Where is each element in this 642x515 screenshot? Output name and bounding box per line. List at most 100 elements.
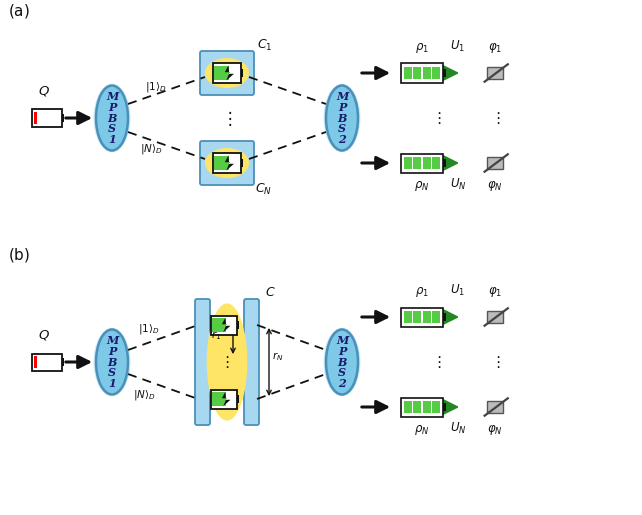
Text: M
P
B
S
2: M P B S 2 [336,335,348,389]
Bar [211,389,237,408]
Bar [213,318,226,332]
FancyBboxPatch shape [200,141,254,185]
Text: $C_N$: $C_N$ [255,182,272,197]
Bar [211,316,237,335]
Text: $C_1$: $C_1$ [257,38,272,53]
Ellipse shape [326,330,358,394]
Text: $Q$: $Q$ [38,84,50,98]
Bar [401,398,443,417]
Text: $r_N$: $r_N$ [272,351,284,364]
Text: $|N\rangle_D$: $|N\rangle_D$ [140,142,162,156]
FancyBboxPatch shape [195,299,210,425]
Text: M
P
B
S
1: M P B S 1 [106,335,118,389]
Bar [432,66,440,79]
Bar [422,66,431,79]
Ellipse shape [94,84,130,152]
Bar [213,153,241,173]
Bar [34,356,37,368]
Text: M
P
B
S
2: M P B S 2 [336,91,348,145]
Ellipse shape [324,328,360,396]
Bar [487,67,503,79]
Bar [401,153,443,173]
Ellipse shape [205,148,249,178]
Text: $|N\rangle_D$: $|N\rangle_D$ [133,387,155,402]
Text: $\varphi_N$: $\varphi_N$ [487,423,503,437]
Text: $\varphi_1$: $\varphi_1$ [488,41,502,55]
Bar [443,313,446,321]
Bar [487,311,503,323]
Ellipse shape [96,330,128,394]
Bar [214,66,229,80]
Ellipse shape [94,328,130,396]
Bar [32,353,62,370]
Bar [241,69,243,77]
Bar [62,358,64,366]
Bar [503,71,505,76]
Polygon shape [222,392,230,406]
Text: M
P
B
S
1: M P B S 1 [106,91,118,145]
Text: $U_N$: $U_N$ [450,421,466,436]
Bar [487,401,503,413]
Bar [413,157,421,169]
Bar [404,311,412,323]
Bar [401,63,443,82]
Text: $\mathrm{(a)}$: $\mathrm{(a)}$ [8,2,30,20]
Text: $\rho_N$: $\rho_N$ [414,423,429,437]
Polygon shape [225,65,234,81]
Bar [413,66,421,79]
Bar [503,160,505,166]
Bar [237,321,239,329]
Bar [487,157,503,169]
Bar [432,401,440,414]
FancyBboxPatch shape [244,299,259,425]
Bar [413,401,421,414]
Bar [503,314,505,320]
Bar [422,311,431,323]
Ellipse shape [205,58,249,88]
Text: $\vdots$: $\vdots$ [431,354,442,370]
Text: $\rho_N$: $\rho_N$ [414,179,429,193]
FancyBboxPatch shape [200,51,254,95]
Bar [237,395,239,403]
Bar [432,311,440,323]
Bar [404,157,412,169]
Text: $\vdots$: $\vdots$ [219,354,229,370]
Bar [432,157,440,169]
Bar [214,156,229,170]
Bar [422,157,431,169]
Bar [213,392,226,406]
Text: $U_N$: $U_N$ [450,177,466,192]
Bar [443,403,446,411]
Text: $U_1$: $U_1$ [451,283,465,298]
Text: $C$: $C$ [265,286,275,299]
Bar [32,110,62,127]
Text: $|1\rangle_D$: $|1\rangle_D$ [138,322,159,336]
Bar [404,401,412,414]
Text: $\mathrm{(b)}$: $\mathrm{(b)}$ [8,247,30,265]
Text: $Q$: $Q$ [38,329,50,342]
Text: $\vdots$: $\vdots$ [490,354,500,370]
Text: $r_1$: $r_1$ [211,330,221,342]
Ellipse shape [324,84,360,152]
Text: $\vdots$: $\vdots$ [221,109,232,128]
Bar [34,112,37,124]
Bar [241,159,243,167]
Text: $\varphi_N$: $\varphi_N$ [487,179,503,193]
Text: $\varphi_1$: $\varphi_1$ [488,285,502,299]
Text: $\rho_1$: $\rho_1$ [415,285,429,299]
Ellipse shape [96,85,128,150]
Polygon shape [222,318,230,332]
Bar [62,114,64,122]
Bar [443,69,446,77]
Polygon shape [225,156,234,170]
Ellipse shape [207,303,247,421]
Bar [404,66,412,79]
Bar [443,159,446,167]
Text: $|1\rangle_D$: $|1\rangle_D$ [145,79,166,94]
Bar [503,404,505,409]
Text: $\rho_1$: $\rho_1$ [415,41,429,55]
Bar [422,401,431,414]
Text: $\vdots$: $\vdots$ [490,110,500,126]
Ellipse shape [326,85,358,150]
Text: $\vdots$: $\vdots$ [431,110,442,126]
